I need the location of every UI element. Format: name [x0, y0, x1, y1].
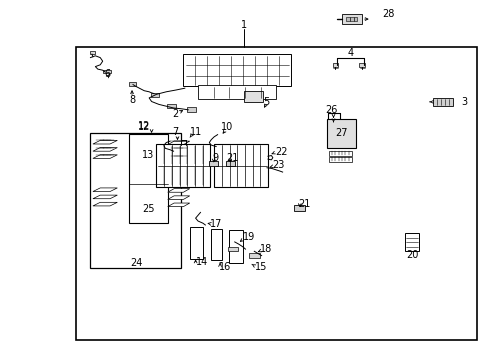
- Text: 28: 28: [382, 9, 394, 19]
- Bar: [167, 104, 176, 108]
- Text: 13: 13: [142, 150, 154, 160]
- Polygon shape: [93, 155, 117, 158]
- Bar: [228, 230, 242, 263]
- Bar: [76, 47, 476, 340]
- Bar: [227, 247, 237, 251]
- Bar: [102, 70, 110, 73]
- Text: 16: 16: [218, 262, 231, 272]
- Bar: [244, 91, 263, 102]
- Text: 6: 6: [104, 69, 110, 79]
- Text: 3: 3: [461, 97, 467, 107]
- Bar: [186, 107, 195, 112]
- Bar: [359, 63, 365, 67]
- Text: 1: 1: [241, 20, 247, 30]
- Text: 8: 8: [129, 95, 135, 105]
- Bar: [128, 134, 167, 223]
- Bar: [294, 205, 305, 211]
- Polygon shape: [93, 188, 117, 192]
- Bar: [353, 17, 357, 21]
- Text: 26: 26: [325, 105, 337, 115]
- Text: 7: 7: [172, 127, 178, 137]
- Polygon shape: [167, 156, 189, 159]
- Bar: [328, 157, 351, 162]
- Text: 14: 14: [195, 257, 208, 267]
- Bar: [342, 14, 361, 24]
- Text: 20: 20: [406, 250, 418, 260]
- Text: 10: 10: [221, 122, 233, 132]
- Text: 17: 17: [210, 219, 223, 229]
- Bar: [198, 85, 276, 99]
- Text: 25: 25: [142, 204, 154, 214]
- Bar: [404, 233, 418, 251]
- Bar: [349, 17, 353, 21]
- Bar: [346, 17, 349, 21]
- Text: 12: 12: [138, 121, 150, 131]
- Text: 4: 4: [347, 48, 353, 58]
- Polygon shape: [167, 196, 189, 199]
- Bar: [249, 253, 260, 258]
- Text: 18: 18: [260, 244, 272, 254]
- Polygon shape: [93, 195, 117, 199]
- Bar: [332, 63, 338, 67]
- Text: 19: 19: [243, 232, 255, 242]
- Text: 5: 5: [263, 96, 269, 107]
- Polygon shape: [93, 140, 117, 144]
- Bar: [183, 54, 290, 86]
- Bar: [150, 93, 159, 97]
- Text: 21: 21: [225, 153, 238, 163]
- Polygon shape: [93, 148, 117, 151]
- Bar: [128, 82, 136, 86]
- Bar: [209, 161, 218, 166]
- Bar: [211, 229, 222, 260]
- Text: 27: 27: [334, 128, 347, 138]
- Bar: [326, 119, 355, 148]
- Bar: [90, 51, 95, 54]
- Text: 9: 9: [212, 153, 218, 163]
- Text: 11: 11: [189, 127, 202, 137]
- Bar: [225, 161, 234, 166]
- Bar: [156, 144, 210, 187]
- Text: 12: 12: [138, 122, 150, 132]
- Text: 15: 15: [255, 262, 267, 272]
- Bar: [90, 133, 181, 268]
- Bar: [432, 98, 452, 106]
- Text: 24: 24: [129, 258, 142, 268]
- Polygon shape: [167, 141, 189, 145]
- Polygon shape: [93, 202, 117, 206]
- Text: 2: 2: [172, 109, 178, 119]
- Bar: [189, 227, 203, 259]
- Bar: [328, 151, 351, 156]
- Polygon shape: [167, 148, 189, 152]
- Polygon shape: [167, 189, 189, 192]
- Polygon shape: [167, 203, 189, 207]
- Text: 23: 23: [272, 160, 285, 170]
- Text: 21: 21: [297, 199, 310, 210]
- Text: 22: 22: [274, 147, 287, 157]
- Bar: [214, 144, 267, 187]
